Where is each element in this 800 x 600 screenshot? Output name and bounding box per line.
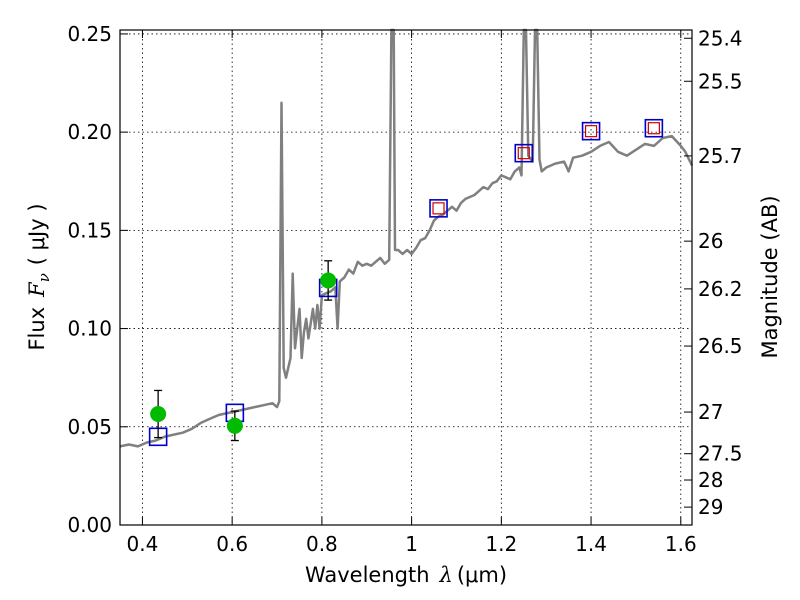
plot-frame (119, 29, 693, 526)
x-axis-label: Wavelength λ (μm) (305, 563, 507, 587)
model-point-inner-square (432, 202, 445, 215)
spectrum-layer (119, 28, 694, 448)
y-tick-label: 0.20 (67, 120, 112, 144)
y-tick-label: 0.00 (67, 513, 112, 537)
magnitude-tick-label: 26 (698, 229, 723, 253)
model-point-square (644, 118, 664, 138)
model-point-inner-square (647, 122, 660, 135)
x-tick-label: 0.6 (216, 532, 248, 556)
model-point-inner-square (517, 147, 530, 160)
model-point-inner-square (584, 125, 598, 138)
y-tick-label: 0.15 (67, 218, 112, 242)
magnitude-tick-label: 27.5 (698, 442, 743, 466)
model-point-square (429, 199, 448, 218)
x-tick-label: 1.4 (575, 532, 607, 556)
x-tick-label: 0.4 (127, 532, 159, 556)
x-tick-label: 1.2 (485, 532, 517, 556)
photometry-point (320, 272, 337, 289)
spectrum-line (119, 28, 694, 448)
magnitude-tick-label: 25.7 (698, 144, 743, 168)
magnitude-tick-label: 25.4 (698, 26, 743, 50)
magnitude-tick-label: 25.5 (698, 69, 743, 93)
x-tick-label: 1.6 (665, 532, 697, 556)
magnitude-tick-label: 28 (698, 468, 723, 492)
y-axis-label: FluxFν( μJy ) (25, 203, 53, 350)
y-tick-label: 0.10 (67, 317, 112, 341)
magnitude-tick-label: 27 (698, 400, 723, 424)
photometry-point (150, 406, 167, 423)
magnitude-tick-label: 26.5 (698, 334, 743, 358)
magnitude-tick-label: 29 (698, 495, 723, 519)
tick-marks (120, 30, 692, 526)
x-tick-label: 0.8 (306, 532, 338, 556)
points-layer (148, 118, 664, 447)
y-tick-label: 0.25 (67, 22, 112, 46)
y-tick-label: 0.05 (67, 415, 112, 439)
photometry-point (226, 417, 243, 434)
y2-axis-label: Magnitude (AB) (758, 195, 782, 358)
model-point-square (514, 143, 534, 163)
model-point-square (581, 121, 601, 141)
x-tick-label: 1 (405, 532, 418, 556)
magnitude-tick-label: 26.2 (698, 277, 743, 301)
